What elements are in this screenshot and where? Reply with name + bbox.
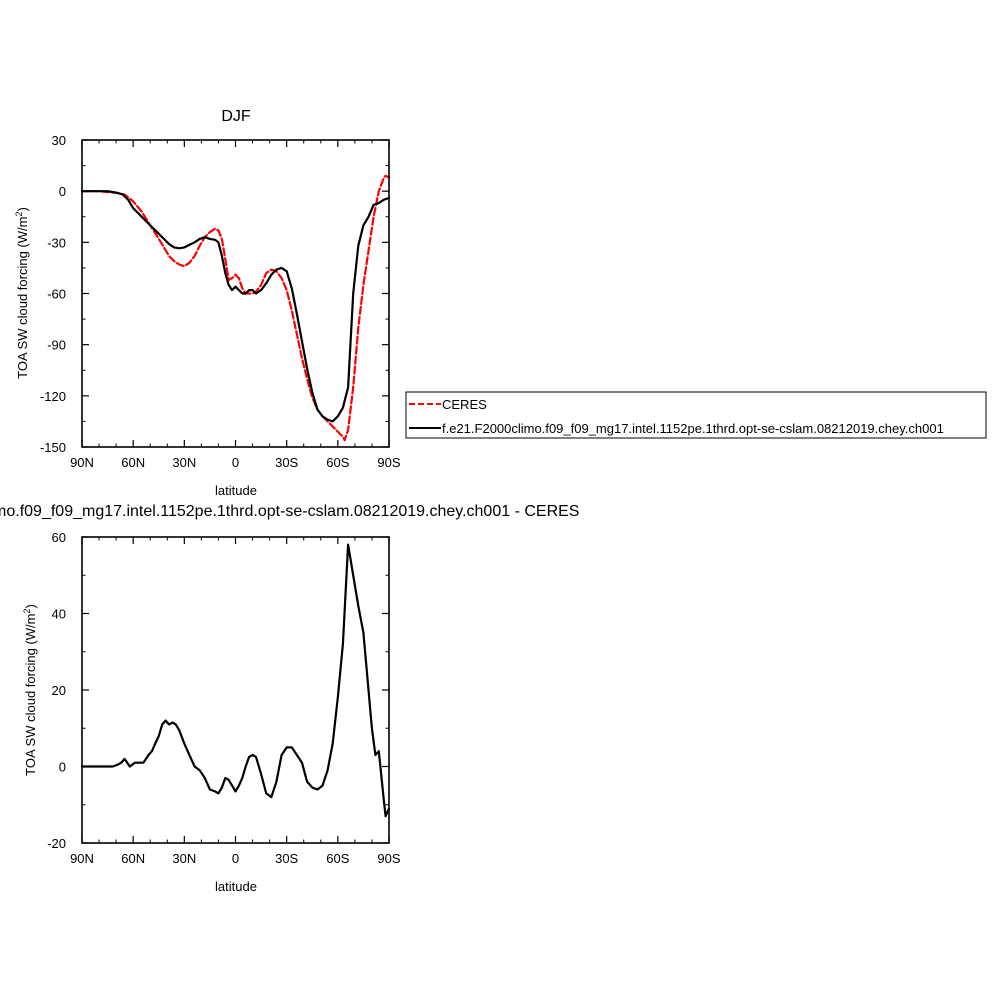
top-y-tick-label: -120 [40,389,66,404]
top-x-tick-label: 60N [121,455,145,470]
top-series-group [80,174,391,442]
bottom-x-tick-label: 30N [172,851,196,866]
top-plot-frame [81,139,390,448]
bottom-y-axis-label: TOA SW cloud forcing (W/m2) [22,604,38,776]
top-chart-title: DJF [221,108,251,125]
bottom-y-tick-label: 20 [52,683,66,698]
bottom-x-tick-label: 60N [121,851,145,866]
top-x-axis-label: latitude [215,483,257,498]
top-series-line-ceres [80,174,391,442]
top-legend: CERES f.e21.F2000climo.f09_f09_mg17.inte… [405,391,987,439]
bottom-x-tick-label: 0 [232,851,239,866]
bottom-x-tick-label: 30S [275,851,298,866]
bottom-x-tick-label: 60S [326,851,349,866]
top-panel: DJF 90N 60N 30N 0 30S 60S 90S 30 0 -30 -60 -90 -120 -… [14,108,987,498]
top-y-axis-label: TOA SW cloud forcing (W/m2) [14,207,30,379]
bottom-y-tick-label: 40 [52,607,66,622]
top-x-tick-label: 30N [172,455,196,470]
top-x-tick-label: 90N [70,455,94,470]
top-y-tick-label: -90 [47,338,66,353]
bottom-plot-frame [81,536,390,844]
top-y-tick-label: -150 [40,440,66,455]
top-y-tick-label: 30 [52,133,66,148]
bottom-chart-title: f.e21.F2000climo.f09_f09_mg17.intel.1152… [0,503,579,520]
bottom-series-line-model [80,543,391,818]
bottom-x-tick-label: 90N [70,851,94,866]
top-x-tick-label: 30S [275,455,298,470]
bottom-y-tick-label: 0 [59,760,66,775]
top-series-line-model [80,190,391,423]
bottom-x-tick-label: 90S [377,851,400,866]
top-x-tick-label: 90S [377,455,400,470]
bottom-y-tick-label: 60 [52,530,66,545]
bottom-panel: f.e21.F2000climo.f09_f09_mg17.intel.1152… [0,503,579,894]
top-y-tick-label: -60 [47,287,66,302]
legend-box [405,391,987,439]
bottom-axes: 90N 60N 30N 0 30S 60S 90S 60 40 20 0 -20 [47,530,401,866]
bottom-series-group [80,543,391,818]
top-x-tick-label: 0 [232,455,239,470]
top-axes: 90N 60N 30N 0 30S 60S 90S 30 0 -30 -60 -90 -120 -150 [40,133,401,470]
legend-model-label: f.e21.F2000climo.f09_f09_mg17.intel.1152… [442,421,944,436]
bottom-x-axis-label: latitude [215,879,257,894]
top-y-tick-label: 0 [59,184,66,199]
legend-ceres-label: CERES [442,397,487,412]
bottom-y-tick-label: -20 [47,836,66,851]
top-x-tick-label: 60S [326,455,349,470]
top-y-tick-label: -30 [47,235,66,250]
